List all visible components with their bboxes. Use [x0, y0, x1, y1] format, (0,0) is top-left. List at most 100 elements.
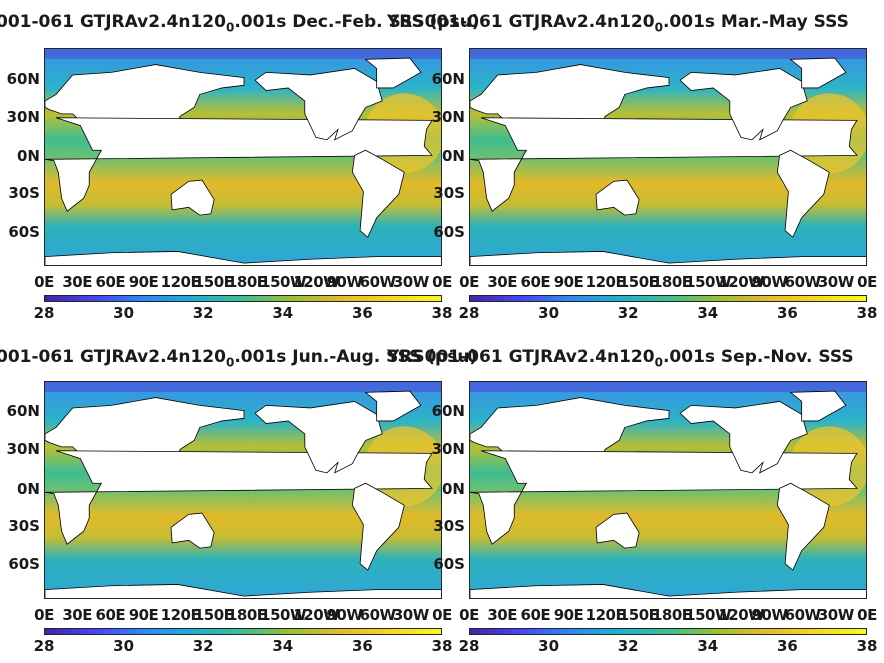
- x-tick-label: 150E: [193, 606, 234, 624]
- colorbar: [469, 295, 867, 302]
- colorbar-tick-label: 28: [33, 304, 55, 322]
- x-tick-label: 150W: [685, 606, 732, 624]
- land-mass: [254, 68, 383, 141]
- sss-map: [469, 48, 867, 266]
- sss-field: [470, 49, 866, 265]
- y-tick-label: 30N: [431, 108, 465, 126]
- x-tick-label: 60W: [359, 606, 396, 624]
- x-tick-label: 90E: [128, 273, 159, 291]
- colorbar-tick-label: 32: [192, 637, 214, 655]
- colorbar-tick-label: 30: [538, 637, 560, 655]
- colorbar-tick-label: 30: [113, 637, 135, 655]
- colorbar-tick-label: 38: [431, 637, 453, 655]
- land-mass: [45, 251, 441, 265]
- x-tick-label: 30W: [392, 606, 429, 624]
- x-tick-label: 180E: [227, 273, 267, 291]
- x-tick-label: 90W: [326, 606, 363, 624]
- colorbar-tick-label: 28: [458, 637, 480, 655]
- panel-title: YRS001-061 GTJRAv2.4n1200.001s Sep.-Nov.…: [387, 347, 854, 370]
- x-tick-label: 0E: [857, 606, 877, 624]
- x-tick-label: 0E: [857, 273, 877, 291]
- sss-map: [469, 381, 867, 599]
- x-tick-label: 120W: [718, 606, 765, 624]
- y-tick-label: 30N: [431, 440, 465, 458]
- y-tick-label: 30N: [6, 108, 40, 126]
- y-tick-label: 60N: [6, 402, 40, 420]
- x-tick-label: 120E: [585, 606, 626, 624]
- x-tick-label: 30E: [487, 273, 517, 291]
- panel-title: 001-061 GTJRAv2.4n1200.001s Dec.-Feb. SS…: [0, 12, 480, 35]
- land-mass: [470, 450, 858, 545]
- panel-title: YRS001-061 GTJRAv2.4n1200.001s Mar.-May …: [387, 12, 849, 35]
- colorbar-tick-label: 36: [776, 304, 798, 322]
- y-tick-label: 60N: [431, 402, 465, 420]
- land-mass: [351, 482, 405, 571]
- panel-title: 001-061 GTJRAv2.4n1200.001s Jun.-Aug. SS…: [0, 347, 478, 370]
- land-mass: [45, 450, 433, 545]
- colorbar: [44, 295, 442, 302]
- x-tick-label: 90W: [751, 606, 788, 624]
- x-tick-label: 60W: [784, 606, 821, 624]
- x-tick-label: 0E: [34, 273, 54, 291]
- x-tick-label: 30W: [392, 273, 429, 291]
- x-tick-label: 150W: [260, 606, 307, 624]
- colorbar-tick-label: 34: [272, 637, 294, 655]
- x-tick-label: 60E: [520, 273, 551, 291]
- colorbar: [44, 628, 442, 635]
- y-tick-label: 30S: [433, 517, 465, 535]
- x-tick-label: 0E: [459, 273, 479, 291]
- y-tick-label: 60N: [431, 70, 465, 88]
- colorbar-tick-label: 32: [617, 637, 639, 655]
- x-tick-label: 0E: [459, 606, 479, 624]
- colorbar-tick-label: 30: [113, 304, 135, 322]
- y-tick-label: 30N: [6, 440, 40, 458]
- sss-map: [44, 381, 442, 599]
- x-tick-label: 120E: [160, 606, 201, 624]
- x-tick-label: 150E: [618, 273, 659, 291]
- land-mass: [45, 584, 441, 598]
- x-tick-label: 120W: [293, 606, 340, 624]
- land-mass: [254, 401, 383, 474]
- y-tick-label: 60S: [8, 223, 40, 241]
- x-tick-label: 180E: [652, 273, 692, 291]
- colorbar: [469, 628, 867, 635]
- y-tick-label: 30S: [8, 184, 40, 202]
- land-mass: [679, 401, 808, 474]
- y-tick-label: 60S: [433, 555, 465, 573]
- sss-field: [45, 49, 441, 265]
- x-tick-label: 90E: [553, 273, 584, 291]
- land-mass: [170, 512, 215, 549]
- colorbar-tick-label: 36: [351, 304, 373, 322]
- land-mass: [679, 68, 808, 141]
- land-mass: [470, 251, 866, 265]
- land-mass: [776, 149, 830, 238]
- x-tick-label: 60E: [95, 606, 126, 624]
- x-tick-label: 60W: [784, 273, 821, 291]
- x-tick-label: 60E: [95, 273, 126, 291]
- x-tick-label: 150W: [685, 273, 732, 291]
- x-tick-label: 60W: [359, 273, 396, 291]
- x-tick-label: 0E: [432, 606, 452, 624]
- colorbar-tick-label: 34: [697, 304, 719, 322]
- colorbar-tick-label: 34: [697, 637, 719, 655]
- x-tick-label: 60E: [520, 606, 551, 624]
- x-tick-label: 120E: [585, 273, 626, 291]
- land-mass: [776, 482, 830, 571]
- x-tick-label: 150W: [260, 273, 307, 291]
- y-tick-label: 0N: [442, 147, 465, 165]
- y-tick-label: 0N: [442, 480, 465, 498]
- y-tick-label: 0N: [17, 147, 40, 165]
- land-mass: [170, 179, 215, 216]
- colorbar-tick-label: 30: [538, 304, 560, 322]
- sss-field: [45, 382, 441, 598]
- land-mass: [595, 512, 640, 549]
- land-mass: [351, 149, 405, 238]
- x-tick-label: 30E: [487, 606, 517, 624]
- y-tick-label: 30S: [433, 184, 465, 202]
- colorbar-tick-label: 28: [458, 304, 480, 322]
- x-tick-label: 180E: [652, 606, 692, 624]
- x-tick-label: 90W: [326, 273, 363, 291]
- colorbar-tick-label: 28: [33, 637, 55, 655]
- y-tick-label: 60N: [6, 70, 40, 88]
- x-tick-label: 30W: [817, 606, 854, 624]
